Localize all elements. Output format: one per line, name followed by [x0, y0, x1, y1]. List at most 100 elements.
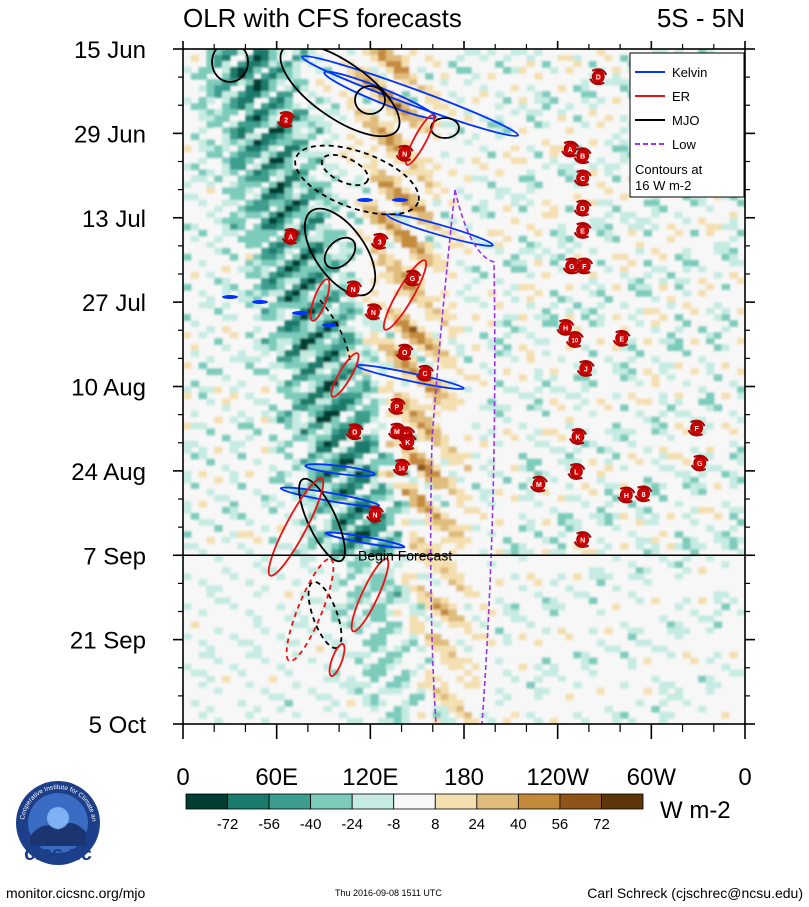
olr-cell: [666, 621, 676, 629]
olr-cell: [198, 284, 208, 291]
olr-cell: [440, 681, 449, 689]
olr-cell: [245, 187, 254, 195]
olr-cell: [464, 139, 473, 147]
olr-cell: [479, 326, 489, 333]
olr-cell: [596, 579, 606, 586]
olr-cell: [417, 513, 426, 520]
olr-cell: [183, 223, 192, 231]
olr-cell: [276, 470, 286, 478]
olr-cell: [417, 573, 426, 580]
olr-cell: [268, 446, 278, 454]
olr-cell: [409, 404, 418, 412]
olr-cell: [378, 555, 387, 562]
olr-cell: [354, 139, 364, 147]
olr-cell: [440, 410, 449, 418]
olr-cell: [362, 410, 371, 418]
olr-cell: [378, 320, 387, 327]
olr-cell: [331, 579, 340, 586]
olr-cell: [526, 488, 535, 496]
olr-cell: [346, 392, 356, 400]
olr-cell: [549, 645, 559, 653]
olr-cell: [261, 109, 270, 116]
olr-cell: [448, 603, 457, 611]
olr-cell: [666, 434, 676, 442]
olr-cell: [456, 464, 465, 472]
olr-cell: [448, 320, 457, 327]
olr-cell: [682, 567, 691, 574]
olr-cell: [471, 675, 481, 683]
olr-cell: [729, 452, 738, 460]
olr-cell: [206, 271, 215, 279]
olr-cell: [198, 519, 208, 526]
olr-cell: [729, 211, 738, 219]
olr-cell: [471, 615, 481, 623]
olr-cell: [409, 362, 418, 370]
olr-cell: [565, 452, 574, 460]
olr-cell: [737, 561, 745, 568]
olr-cell: [698, 543, 707, 550]
olr-cell: [323, 422, 332, 430]
olr-cell: [705, 284, 715, 291]
olr-cell: [737, 507, 745, 514]
olr-cell: [503, 717, 512, 724]
olr-cell: [674, 211, 684, 219]
olr-cell: [331, 561, 340, 568]
olr-cell: [432, 121, 442, 128]
olr-cell: [261, 284, 270, 291]
olr-cell: [620, 651, 629, 659]
olr-cell: [510, 404, 520, 412]
olr-cell: [729, 488, 738, 496]
colorbar-tick-label: 72: [593, 816, 610, 833]
olr-cell: [604, 464, 613, 472]
olr-cell: [378, 296, 387, 303]
olr-cell: [487, 597, 496, 605]
olr-cell: [698, 428, 707, 436]
olr-cell: [729, 591, 738, 599]
olr-cell: [245, 711, 254, 719]
olr-cell: [276, 416, 286, 424]
olr-cell: [518, 663, 528, 671]
storm-label: N: [372, 512, 377, 519]
olr-cell: [393, 278, 403, 285]
olr-cell: [581, 651, 590, 659]
olr-cell: [393, 103, 403, 110]
olr-cell: [385, 338, 395, 345]
olr-cell: [346, 452, 356, 460]
olr-cell: [292, 368, 301, 376]
olr-cell: [307, 259, 317, 267]
olr-cell: [549, 320, 559, 327]
olr-cell: [487, 103, 496, 110]
olr-cell: [557, 217, 567, 225]
olr-cell: [346, 103, 356, 110]
olr-cell: [276, 543, 286, 550]
olr-cell: [237, 591, 247, 599]
olr-cell: [495, 278, 504, 285]
olr-cell: [549, 386, 559, 394]
olr-cell: [362, 296, 371, 303]
olr-cell: [721, 392, 730, 400]
olr-cell: [370, 290, 379, 297]
olr-cell: [401, 579, 410, 586]
olr-cell: [385, 109, 395, 116]
olr-cell: [229, 121, 239, 128]
olr-cell: [651, 549, 660, 556]
olr-cell: [674, 290, 684, 297]
olr-cell: [346, 127, 356, 134]
olr-cell: [409, 711, 418, 719]
olr-cell: [549, 717, 559, 724]
olr-cell: [698, 320, 707, 327]
olr-cell: [237, 217, 247, 225]
olr-cell: [206, 61, 215, 68]
olr-cell: [401, 67, 410, 74]
olr-cell: [549, 705, 559, 713]
olr-cell: [503, 175, 512, 183]
olr-cell: [245, 434, 254, 442]
olr-cell: [464, 627, 473, 635]
olr-cell: [666, 223, 676, 231]
olr-cell: [354, 651, 364, 659]
olr-cell: [206, 537, 215, 544]
olr-cell: [596, 404, 606, 412]
olr-cell: [573, 61, 582, 68]
olr-cell: [300, 494, 309, 502]
olr-cell: [471, 633, 481, 641]
